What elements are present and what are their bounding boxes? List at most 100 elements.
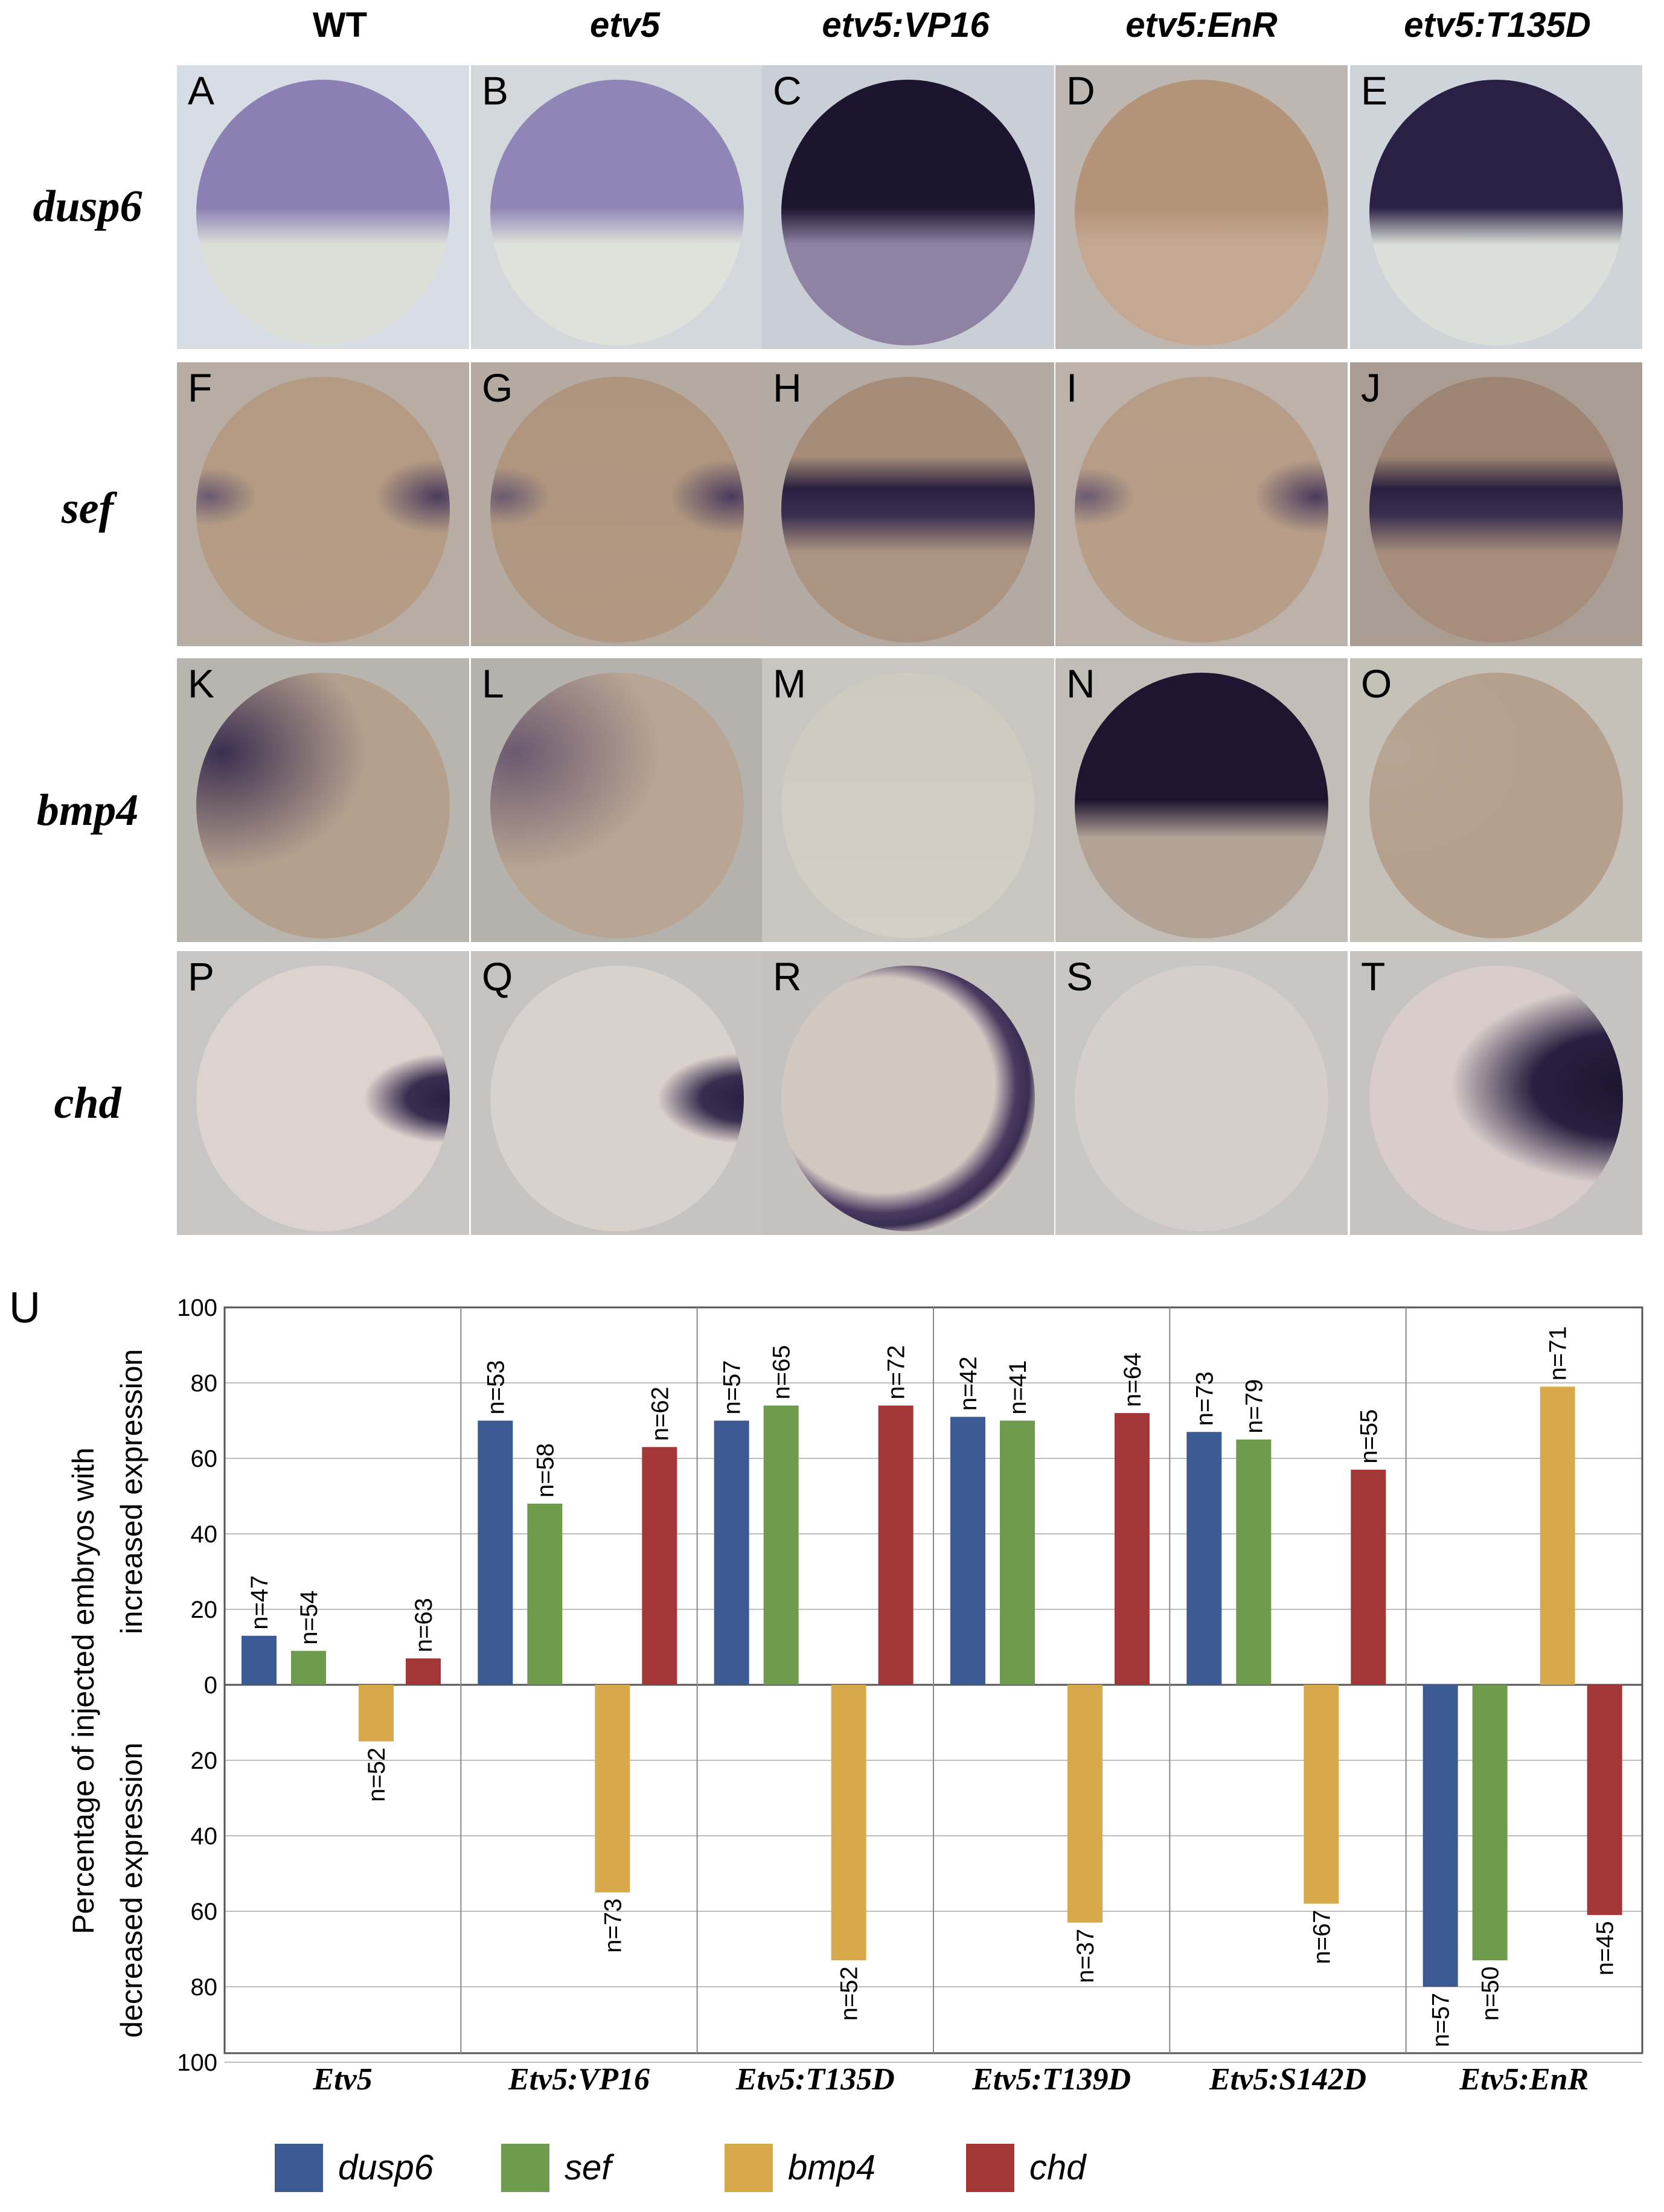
panel-label: T	[1361, 954, 1386, 999]
image-panel-a: A	[177, 65, 469, 349]
bar-sef	[1000, 1420, 1035, 1685]
category-label: Etv5:T139D	[971, 2062, 1131, 2097]
y-tick-label: 0	[204, 1672, 217, 1699]
bar-bmp4	[1304, 1685, 1339, 1904]
n-label: n=55	[1355, 1409, 1382, 1464]
n-label: n=72	[883, 1345, 910, 1399]
bar-dusp6	[1422, 1685, 1458, 1987]
image-panel-h: H	[762, 362, 1054, 646]
embryo-image	[1369, 673, 1623, 939]
image-panel-j: J	[1350, 362, 1642, 646]
bar-sef	[1236, 1439, 1272, 1685]
n-label: n=73	[1191, 1371, 1218, 1426]
bar-sef	[763, 1405, 799, 1685]
embryo-image	[196, 80, 450, 346]
y-tick-label: 20	[191, 1597, 218, 1623]
image-panel-c: C	[762, 65, 1054, 349]
legend-label: sef	[565, 2148, 612, 2187]
panel-label: H	[773, 365, 802, 410]
n-label: n=41	[1005, 1360, 1031, 1414]
panel-label: A	[188, 68, 215, 113]
row-header-bmp4: bmp4	[36, 786, 139, 835]
image-panel-r: R	[762, 951, 1054, 1235]
embryo-image	[1369, 377, 1623, 643]
embryo-image	[490, 966, 744, 1232]
n-label: n=52	[363, 1748, 390, 1802]
bar-chd	[406, 1658, 441, 1685]
row-header-dusp6: dusp6	[33, 182, 142, 231]
y-tick-label: 80	[191, 1974, 218, 2001]
y-axis-label: Percentage of injected embryos with	[66, 1447, 100, 1934]
panel-label: I	[1066, 365, 1078, 410]
legend-swatch	[966, 2144, 1014, 2192]
category-label: Etv5:S142D	[1209, 2062, 1366, 2097]
image-panel-o: O	[1350, 658, 1642, 942]
n-label: n=71	[1545, 1326, 1572, 1380]
panel-label: Q	[482, 954, 513, 999]
row-header-sef: sef	[61, 484, 114, 533]
panel-label: P	[188, 954, 215, 999]
bar-sef	[527, 1504, 563, 1685]
n-label: n=79	[1241, 1379, 1267, 1434]
image-panel-i: I	[1055, 362, 1348, 646]
embryo-image	[490, 673, 744, 939]
legend-item-chd: chd	[966, 2138, 1183, 2192]
panel-label: O	[1361, 661, 1392, 706]
legend-label: dusp6	[338, 2148, 434, 2187]
legend-item-bmp4: bmp4	[725, 2138, 942, 2192]
y-tick-label: 60	[191, 1899, 218, 1925]
n-label: n=50	[1477, 1966, 1504, 2021]
panel-label: F	[188, 365, 213, 410]
image-panel-l: L	[471, 658, 763, 942]
embryo-image	[781, 377, 1035, 643]
panel-label: N	[1066, 661, 1095, 706]
image-panel-g: G	[471, 362, 763, 646]
bar-sef	[291, 1650, 326, 1685]
n-label: n=64	[1119, 1353, 1146, 1407]
column-header-wt: WT	[312, 5, 368, 45]
bar-dusp6	[242, 1635, 277, 1685]
n-label: n=73	[600, 1899, 626, 1953]
embryo-image	[490, 80, 744, 346]
legend-label: chd	[1029, 2148, 1086, 2187]
bar-bmp4	[359, 1685, 394, 1742]
category-label: Etv5:VP16	[508, 2062, 650, 2097]
embryo-image	[1075, 673, 1328, 939]
row-header-chd: chd	[54, 1079, 121, 1128]
category-label: Etv5:EnR	[1459, 2062, 1589, 2097]
panel-label: K	[188, 661, 215, 706]
y-axis-label-decreased: decreased expression	[115, 1742, 149, 2037]
image-panel-m: M	[762, 658, 1054, 942]
legend-swatch	[725, 2144, 773, 2192]
panel-label: S	[1066, 954, 1093, 999]
n-label: n=42	[955, 1356, 982, 1411]
y-tick-label: 60	[191, 1446, 218, 1472]
n-label: n=45	[1592, 1921, 1619, 1975]
bar-dusp6	[950, 1417, 985, 1685]
embryo-image	[1075, 377, 1328, 643]
y-tick-label: 100	[177, 1295, 217, 1321]
y-tick-label: 20	[191, 1748, 218, 1774]
panel-label: J	[1361, 365, 1381, 410]
legend-swatch	[275, 2144, 323, 2192]
n-label: n=54	[296, 1591, 322, 1645]
column-header-etv5: etv5	[589, 5, 661, 45]
column-header-etv5-t135d: etv5:T135D	[1404, 5, 1591, 45]
panel-label: M	[773, 661, 806, 706]
image-panel-p: P	[177, 951, 469, 1235]
image-panel-s: S	[1055, 951, 1348, 1235]
y-tick-label: 40	[191, 1521, 218, 1548]
embryo-image	[196, 377, 450, 643]
bar-dusp6	[714, 1420, 749, 1685]
embryo-image	[1075, 80, 1328, 346]
bar-sef	[1472, 1685, 1508, 1961]
embryo-image	[1369, 966, 1623, 1232]
bar-bmp4	[831, 1685, 866, 1961]
y-tick-label: 100	[177, 2050, 217, 2076]
n-label: n=52	[836, 1966, 863, 2021]
n-label: n=65	[769, 1345, 795, 1399]
panel-label: C	[773, 68, 802, 113]
legend-item-dusp6: dusp6	[275, 2138, 492, 2192]
bar-dusp6	[1186, 1432, 1222, 1685]
image-panel-f: F	[177, 362, 469, 646]
